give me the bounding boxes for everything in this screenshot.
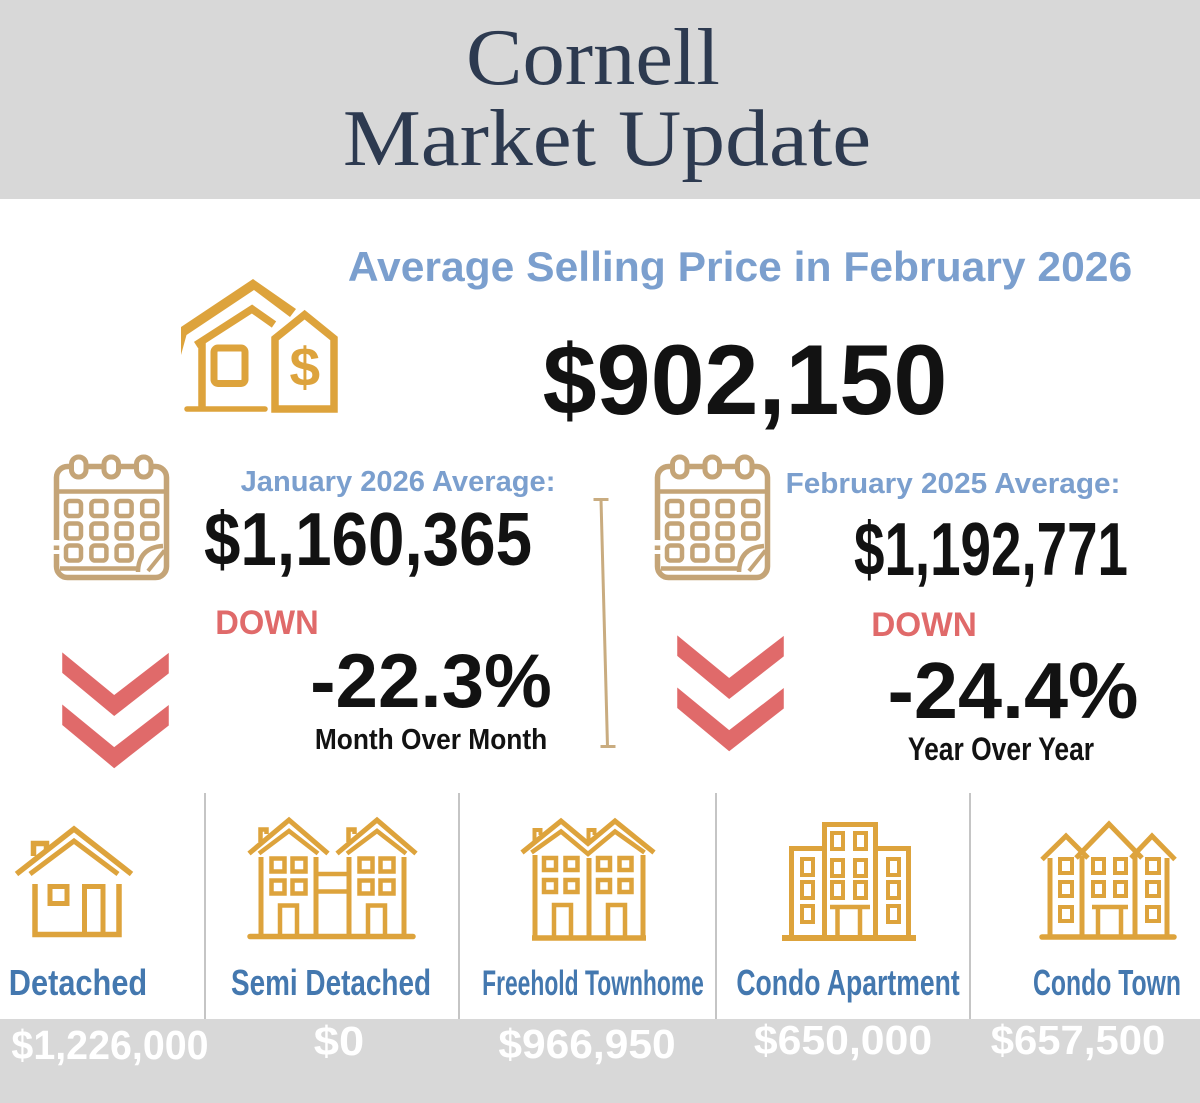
svg-text:$: $: [290, 336, 321, 398]
